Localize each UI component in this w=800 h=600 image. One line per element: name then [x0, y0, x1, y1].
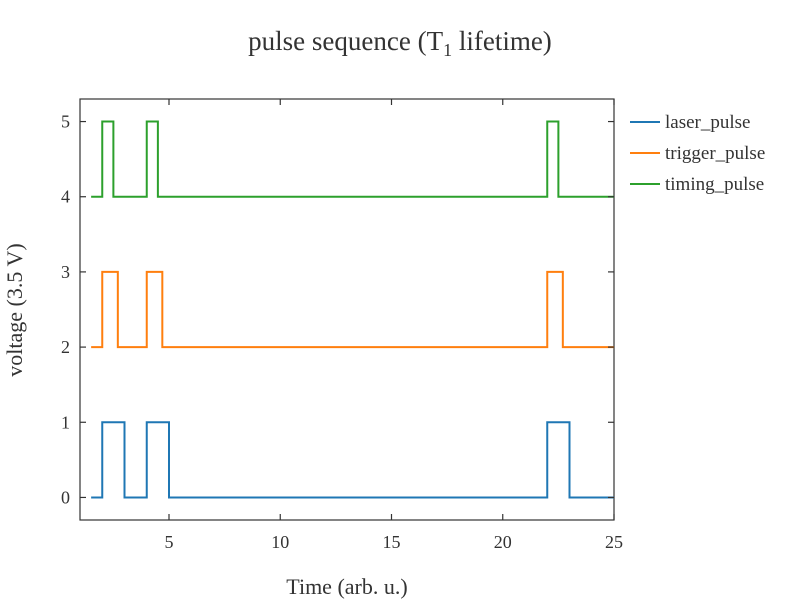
legend-label-timing-pulse: timing_pulse: [665, 174, 764, 195]
legend-label-laser-pulse: laser_pulse: [665, 112, 750, 133]
x-tick-label: 10: [271, 532, 289, 552]
y-tick-label: 1: [61, 412, 70, 432]
x-tick-label: 20: [494, 532, 512, 552]
y-axis-label: voltage (3.5 V): [2, 243, 27, 376]
legend-label-trigger-pulse: trigger_pulse: [665, 143, 765, 164]
x-tick-label: 15: [383, 532, 401, 552]
title-suffix: lifetime): [452, 26, 552, 56]
y-tick-label: 3: [61, 262, 70, 282]
title-main: pulse sequence (T: [248, 26, 443, 56]
y-ticks: 0 1 2 3 4 5: [61, 112, 614, 507]
y-tick-label: 4: [61, 187, 70, 207]
x-ticks: 5 10 15 20 25: [165, 99, 623, 552]
title-subscript: 1: [443, 40, 452, 60]
x-tick-label: 5: [165, 532, 174, 552]
x-axis-label: Time (arb. u.): [286, 574, 407, 599]
series-line-laser-pulse: [91, 421, 614, 499]
y-tick-label: 0: [61, 487, 70, 507]
series-lines: [91, 120, 614, 499]
y-tick-label: 2: [61, 337, 70, 357]
series-line-trigger-pulse: [91, 270, 614, 349]
series-line-timing-pulse: [91, 120, 614, 198]
chart-title: pulse sequence (T1 lifetime): [248, 26, 552, 60]
x-tick-label: 25: [605, 532, 623, 552]
plot-frame: [79, 98, 615, 521]
y-tick-label: 5: [61, 112, 70, 132]
legend: laser_pulse trigger_pulse timing_pulse: [630, 112, 765, 195]
